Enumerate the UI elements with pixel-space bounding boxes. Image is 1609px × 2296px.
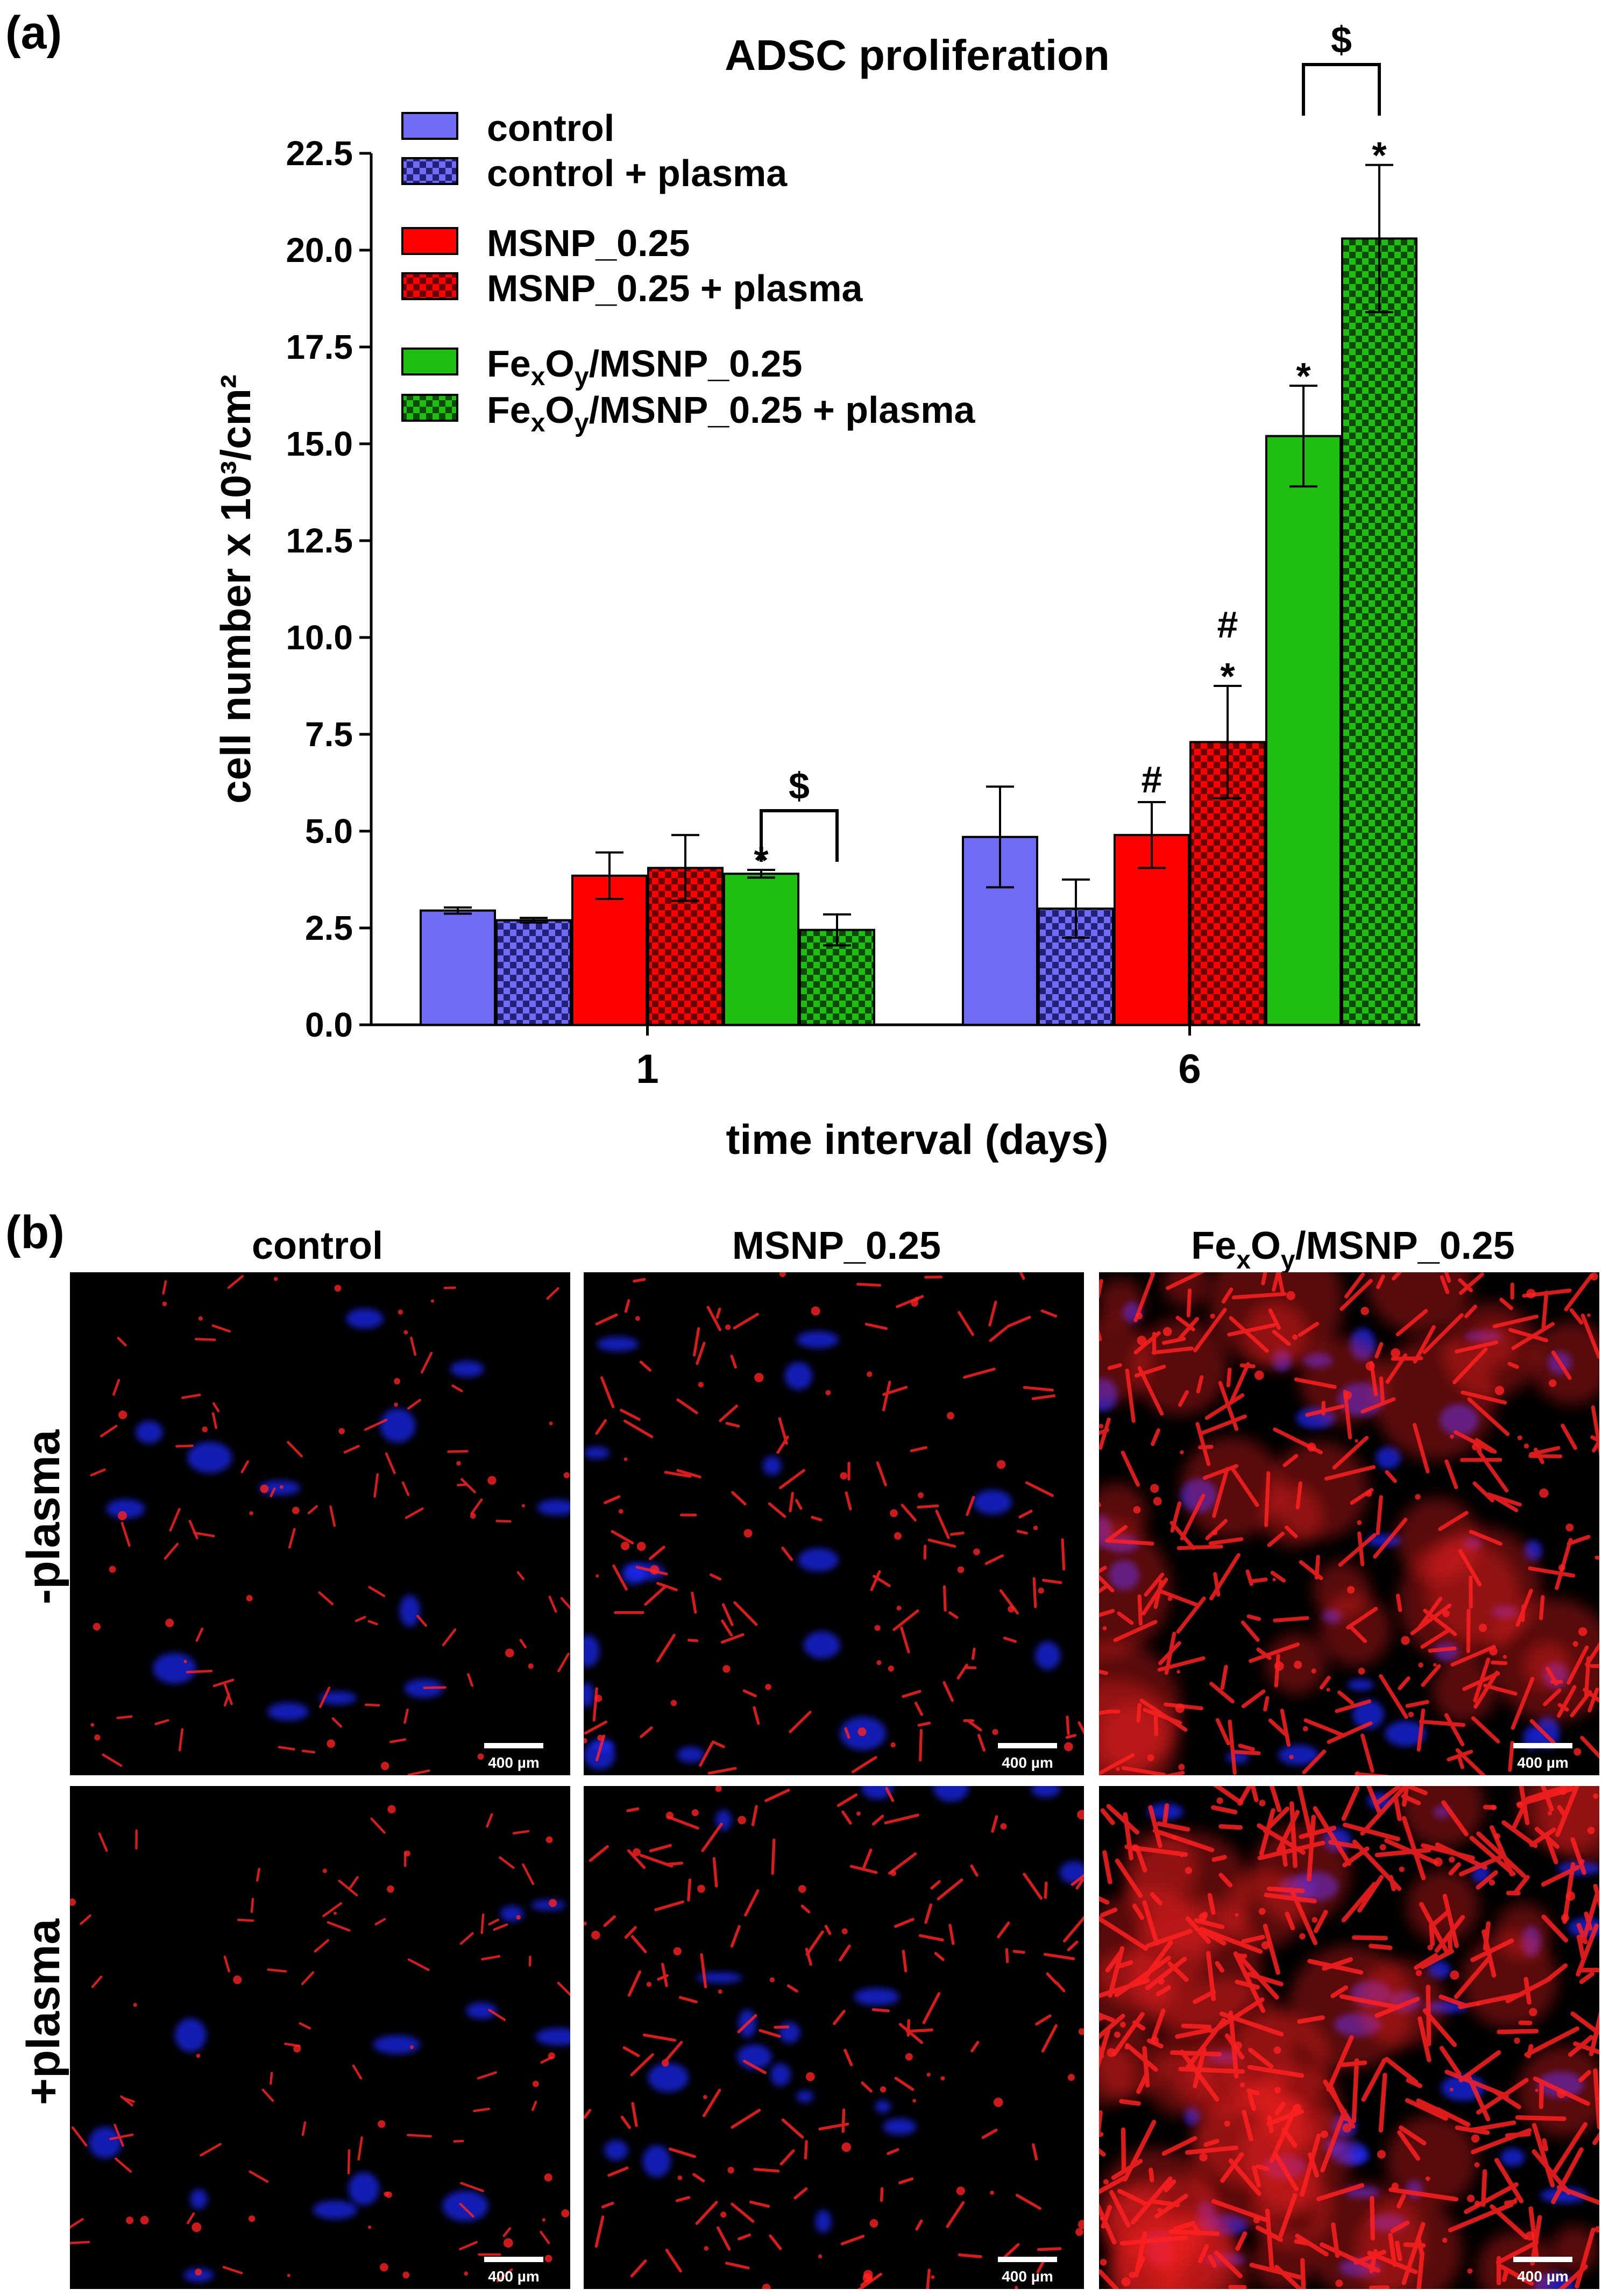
significance-star: * [1220,655,1235,697]
y-tick-label: 7.5 [305,715,353,754]
panel-a-label: (a) [5,7,62,59]
col-header-control: control [252,1224,383,1267]
y-tick-label: 15.0 [286,424,353,463]
y-tick-label: 5.0 [305,812,353,851]
legend-label: FexOy/MSNP_0.25 + plasma [487,389,976,437]
scale-bar [998,1743,1057,1748]
scale-bar-label: 400 µm [1002,1754,1053,1771]
error-bars [444,164,1393,947]
fexoy-o: O [1251,1224,1281,1267]
bracket-dollar: $ [789,765,810,807]
x-axis-title: time interval (days) [726,1116,1109,1163]
y-tick-label: 22.5 [286,134,353,173]
legend-label-part: /MSNP_0.25 + plasma [589,389,976,431]
legend-label: control + plasma [487,152,788,194]
legend-label: MSNP_0.25 [487,222,690,264]
micrograph-control-plus-plasma: 400 µm [70,1786,570,2289]
y-tick-label: 0.0 [305,1005,353,1044]
bar-msnp-day1 [571,874,648,1026]
legend-swatch [401,227,458,255]
y-tick-label: 17.5 [286,328,353,366]
fexoy-y: y [1281,1246,1295,1274]
bar-fexoy-plasma-day6 [1341,237,1417,1026]
scale-bar-label: 400 µm [1002,2268,1053,2285]
col-header-msnp: MSNP_0.25 [732,1224,941,1267]
bars [420,237,1417,1026]
legend-label: control [487,107,614,149]
legend-subscript: y [575,409,589,437]
scale-bar [998,2257,1057,2262]
legend-label-part: Fe [487,389,531,431]
scale-bar-label: 400 µm [488,2268,540,2285]
legend-label-part: /MSNP_0.25 [589,343,803,385]
chart-title: ADSC proliferation [725,31,1110,79]
legend-subscript: y [575,363,589,391]
fexoy-rest: /MSNP_0.25 [1295,1224,1515,1267]
y-axis-title: cell number x 10³/cm² [212,374,259,804]
x-category-label: 6 [1178,1046,1201,1092]
bracket-line [1302,63,1381,116]
y-ticks: 0.0 2.5 5.0 7.5 10.0 12.5 15.0 17.5 20.0 22.5 [286,134,371,1044]
bracket-line [760,809,839,862]
scale-bar-label: 400 µm [1517,1754,1569,1771]
legend-swatch [401,272,458,300]
scale-bar [484,2257,543,2262]
legend-subscript: x [531,409,545,437]
micrograph-fexoy-minus-plasma: 400 µm [1099,1272,1599,1775]
scale-bar [484,1743,543,1748]
micrograph-msnp-plus-plasma: 400 µm [584,1786,1084,2289]
bar-control-day1 [420,909,496,1026]
fexoy-fe: Fe [1191,1224,1236,1267]
micrograph-grid: 400 µm 400 µm 400 µm 400 µm 400 µm 400 µm [70,1272,1599,2289]
x-category-label: 1 [636,1046,658,1092]
micrograph-msnp-minus-plasma: 400 µm [584,1272,1084,1775]
scale-bar-label: 400 µm [1517,2268,1569,2285]
legend-label-part: Fe [487,343,531,385]
y-tick-label: 20.0 [286,231,353,270]
scale-bar [1513,2257,1572,2262]
significance-brackets: $$ [760,19,1381,862]
y-tick-label: 10.0 [286,618,353,657]
legend-label-part: O [545,389,574,431]
bar-fexoy-day6 [1265,435,1342,1026]
legend-swatch [401,348,458,375]
row-header-minus-plasma: -plasma [18,1429,69,1604]
y-tick-label: 12.5 [286,521,353,560]
significance-hash: # [1217,604,1238,646]
legend-swatch [401,112,458,140]
scale-bar-label: 400 µm [488,1754,540,1771]
significance-star: * [1296,355,1311,397]
legend-label: MSNP_0.25 + plasma [487,267,863,309]
bar-control-plasma-day1 [495,919,572,1026]
legend-swatch [401,394,458,422]
panel-b-label: (b) [5,1207,65,1258]
legend-label: FexOy/MSNP_0.25 [487,343,802,391]
scale-bar [1513,1743,1572,1748]
legend-swatch [401,157,458,185]
micrograph-fexoy-plus-plasma: 400 µm [1099,1786,1599,2289]
bracket-dollar: $ [1331,19,1352,61]
legend-label-part: O [545,343,574,385]
micrograph-control-minus-plasma: 400 µm [70,1272,570,1775]
significance-star: * [1372,134,1387,176]
fexoy-x: x [1236,1246,1251,1274]
significance-hash: # [1142,759,1163,800]
legend-subscript: x [531,363,545,391]
y-tick-label: 2.5 [305,909,353,947]
bar-fexoy-day1 [723,873,799,1026]
col-header-fexoy: FexOy/MSNP_0.25 [1191,1224,1515,1274]
row-header-plus-plasma: +plasma [18,1918,69,2106]
